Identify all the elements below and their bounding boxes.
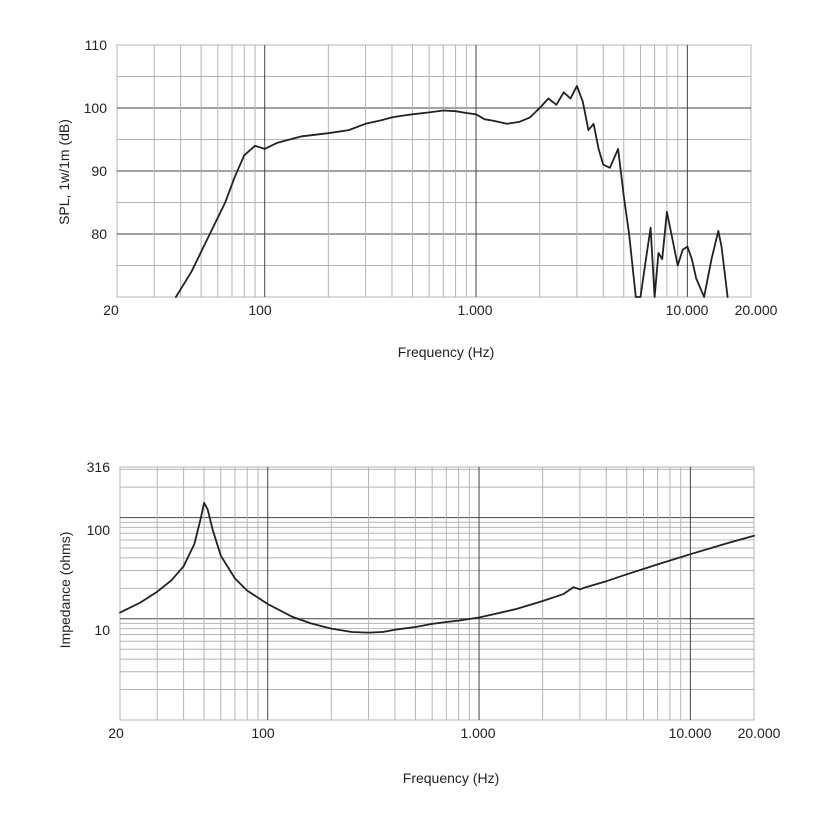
spl-series-line [175,85,729,298]
impedance-y-tick-label: 10 [94,622,110,638]
spl-y-tick-label: 90 [91,163,107,179]
impedance-x-tick-label: 1.000 [460,725,495,741]
impedance-series-line [119,501,755,634]
spl-ticks: 110 100 90 80 20 100 1.000 10.000 20.000 [84,37,778,318]
impedance-chart: 316 100 10 20 100 1.000 10.000 20.000 Fr… [57,459,781,786]
spl-x-axis-title: Frequency (Hz) [398,344,494,360]
spl-x-tick-label: 20 [103,302,119,318]
impedance-x-tick-label: 100 [251,725,275,741]
impedance-x-tick-label: 20 [108,725,124,741]
spl-x-tick-label: 100 [248,302,272,318]
spl-grid [117,45,751,297]
spl-x-tick-label: 10.000 [666,302,709,318]
spl-x-tick-label: 20.000 [735,302,778,318]
impedance-plot-frame [119,466,755,721]
impedance-x-tick-label: 20.000 [738,725,781,741]
spl-y-tick-label: 110 [85,37,108,53]
spl-y-tick-label: 80 [91,226,107,242]
impedance-y-tick-label: 316 [87,459,111,475]
impedance-x-axis-title: Frequency (Hz) [403,770,499,786]
spl-y-tick-label: 100 [84,100,108,116]
impedance-y-axis-title: Impedance (ohms) [57,532,73,649]
impedance-x-tick-label: 10.000 [669,725,712,741]
impedance-ticks: 316 100 10 20 100 1.000 10.000 20.000 [87,459,781,741]
impedance-y-tick-label: 100 [87,522,111,538]
spl-x-tick-label: 1.000 [457,302,492,318]
spl-chart: 110 100 90 80 20 100 1.000 10.000 20.000… [56,37,778,360]
impedance-grid [120,467,754,720]
spl-y-axis-title: SPL, 1w/1m (dB) [56,119,72,225]
